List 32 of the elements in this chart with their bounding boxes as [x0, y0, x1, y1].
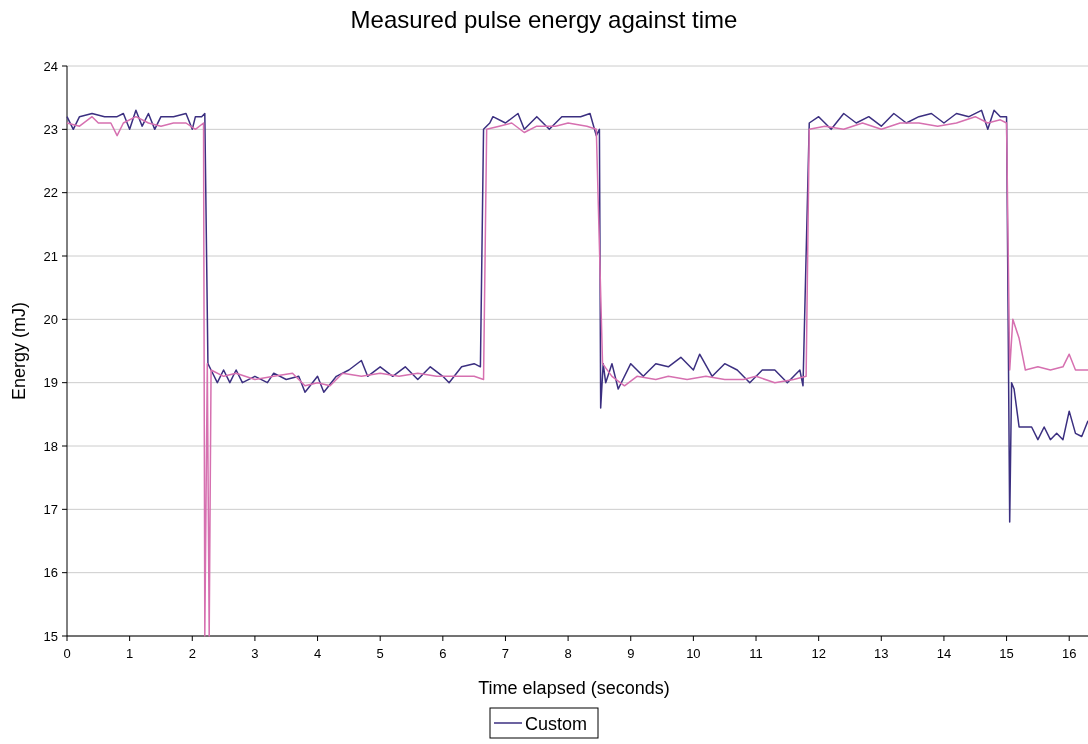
x-tick-label: 7: [501, 646, 510, 661]
y-tick-label: 16: [43, 565, 58, 581]
y-tick-label: 20: [43, 311, 58, 327]
x-tick-label: 2: [188, 646, 196, 661]
y-tick-label: 23: [43, 121, 58, 137]
chart-title: Measured pulse energy against time: [350, 6, 738, 33]
x-tick-label: 1: [126, 646, 134, 661]
y-tick-label: 17: [43, 501, 58, 517]
y-tick-label: 22: [43, 185, 58, 201]
y-tick-label: 15: [43, 628, 58, 644]
x-tick-label: 4: [313, 646, 322, 661]
x-tick-label: 15: [999, 646, 1014, 661]
x-tick-label: 3: [251, 646, 259, 661]
x-tick-label: 12: [811, 646, 826, 661]
x-tick-label: 9: [627, 646, 635, 661]
line-series: [66, 109, 1088, 523]
x-tick-label: 16: [1061, 646, 1077, 661]
y-tick-label: 24: [43, 58, 58, 74]
y-tick-label: 21: [43, 248, 58, 264]
y-axis-title: Energy (mJ): [9, 301, 29, 401]
x-tick-label: 8: [564, 646, 572, 661]
x-tick-label: 11: [749, 646, 763, 661]
x-tick-label: 5: [376, 646, 384, 661]
x-tick-label: 6: [439, 646, 447, 661]
x-tick-label: 13: [874, 646, 889, 661]
x-axis-title: Time elapsed (seconds): [478, 678, 670, 698]
legend-label: Custom: [525, 714, 588, 735]
y-tick-label: 19: [43, 375, 58, 391]
x-tick-label: 0: [63, 646, 71, 661]
y-tick-label: 18: [43, 438, 58, 454]
x-tick-label: 10: [686, 646, 701, 661]
x-tick-label: 14: [936, 646, 952, 661]
